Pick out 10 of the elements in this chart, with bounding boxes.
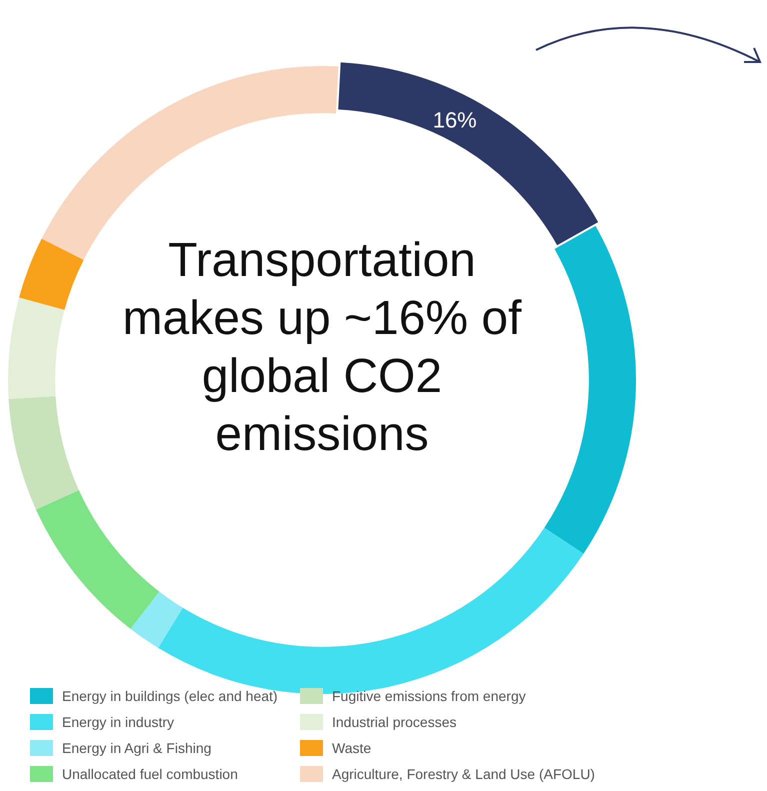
legend-label: Energy in industry	[62, 713, 174, 731]
legend-label: Unallocated fuel combustion	[62, 765, 238, 783]
data-label: 16%	[432, 108, 477, 133]
legend-label: Energy in buildings (elec and heat)	[62, 687, 278, 705]
legend-label: Fugitive emissions from energy	[332, 687, 526, 705]
legend-label: Agriculture, Forestry & Land Use (AFOLU)	[332, 765, 595, 783]
text: Transportation makes up ~16% of global CO2 emissions	[122, 233, 522, 463]
legend-label: Waste	[332, 739, 372, 757]
legend-label: Industrial processes	[332, 713, 457, 731]
legend-label: Energy in Agri & Fishing	[62, 739, 212, 757]
